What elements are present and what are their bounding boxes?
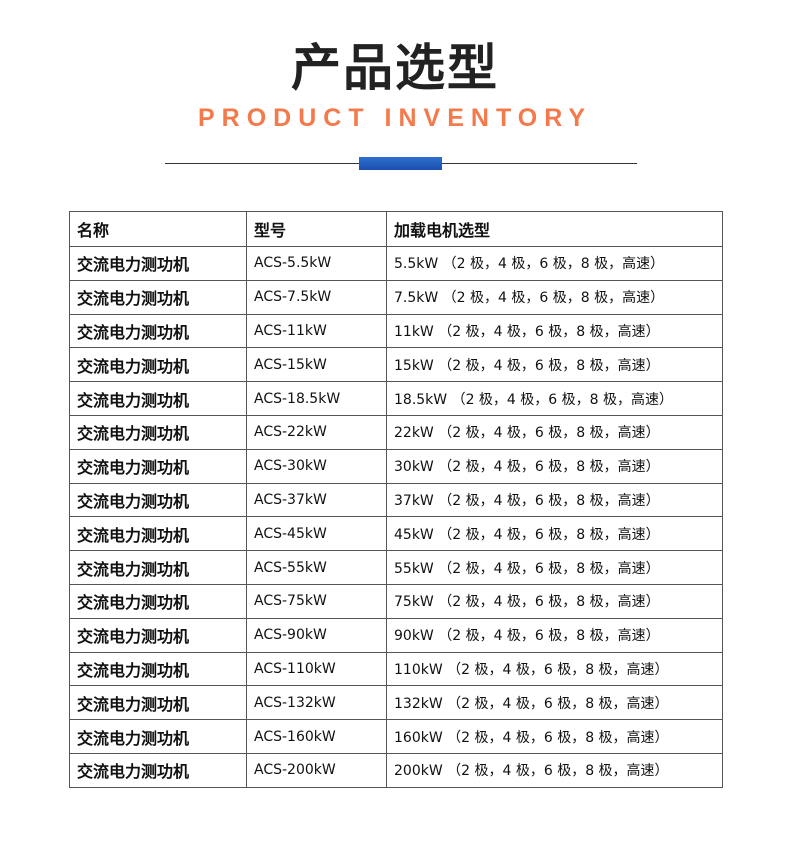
cell-motor: 7.5kW （2 极，4 极，6 极，8 极，高速） [386,279,723,315]
cell-motor: 18.5kW （2 极，4 极，6 极，8 极，高速） [386,381,723,416]
cell-motor: 75kW （2 极，4 极，6 极，8 极，高速） [386,583,723,619]
cell-motor: 200kW （2 极，4 极，6 极，8 极，高速） [386,752,723,788]
cell-name: 交流电力测功机 [69,583,247,619]
cell-model: ACS-37kW [246,482,387,518]
cell-name: 交流电力测功机 [69,685,247,721]
cell-name: 交流电力测功机 [69,246,247,281]
table-row: 交流电力测功机 ACS-18.5kW 18.5kW （2 极，4 极，6 极，8 极… [69,381,723,416]
cell-name: 交流电力测功机 [69,617,247,653]
cell-model: ACS-45kW [246,516,387,552]
cell-motor: 30kW （2 极，4 极，6 极，8 极，高速） [386,448,723,484]
cell-motor: 5.5kW （2 极，4 极，6 极，8 极，高速） [386,246,723,281]
table-row: 交流电力测功机 ACS-110kW 110kW （2 极，4 极，6 极，8 极，高… [69,651,723,687]
cell-motor: 11kW （2 极，4 极，6 极，8 极，高速） [386,313,723,349]
cell-name: 交流电力测功机 [69,347,247,383]
table-row: 交流电力测功机 ACS-37kW 37kW （2 极，4 极，6 极，8 极，高速） [69,482,723,518]
cell-model: ACS-160kW [246,719,387,754]
table-row: 交流电力测功机 ACS-160kW 160kW （2 极，4 极，6 极，8 极，高… [69,719,723,754]
cell-motor: 160kW （2 极，4 极，6 极，8 极，高速） [386,719,723,754]
cell-name: 交流电力测功机 [69,381,247,416]
cell-model: ACS-7.5kW [246,279,387,315]
cell-model: ACS-200kW [246,752,387,788]
cell-motor: 22kW （2 极，4 极，6 极，8 极，高速） [386,414,723,450]
table-row: 交流电力测功机 ACS-22kW 22kW （2 极，4 极，6 极，8 极，高速） [69,414,723,450]
cell-name: 交流电力测功机 [69,516,247,552]
table-row: 交流电力测功机 ACS-7.5kW 7.5kW （2 极，4 极，6 极，8 极，高… [69,279,723,315]
column-header-model: 型号 [246,211,387,247]
column-header-name: 名称 [69,211,247,247]
cell-model: ACS-75kW [246,583,387,619]
cell-motor: 132kW （2 极，4 极，6 极，8 极，高速） [386,685,723,721]
table-row: 交流电力测功机 ACS-55kW 55kW （2 极，4 极，6 极，8 极，高速） [69,550,723,585]
cell-model: ACS-55kW [246,550,387,585]
table-row: 交流电力测功机 ACS-5.5kW 5.5kW （2 极，4 极，6 极，8 极，高… [69,246,723,281]
table-row: 交流电力测功机 ACS-11kW 11kW （2 极，4 极，6 极，8 极，高速） [69,313,723,349]
cell-model: ACS-132kW [246,685,387,721]
cell-name: 交流电力测功机 [69,719,247,754]
page-subtitle: PRODUCT INVENTORY [197,104,593,132]
table-row: 交流电力测功机 ACS-200kW 200kW （2 极，4 极，6 极，8 极，高… [69,752,723,788]
cell-motor: 15kW （2 极，4 极，6 极，8 极，高速） [386,347,723,383]
cell-name: 交流电力测功机 [69,482,247,518]
cell-name: 交流电力测功机 [69,651,247,687]
cell-model: ACS-11kW [246,313,387,349]
cell-name: 交流电力测功机 [69,448,247,484]
table-row: 交流电力测功机 ACS-90kW 90kW （2 极，4 极，6 极，8 极，高速） [69,617,723,653]
table-row: 交流电力测功机 ACS-132kW 132kW （2 极，4 极，6 极，8 极，高… [69,685,723,721]
cell-model: ACS-90kW [246,617,387,653]
cell-motor: 55kW （2 极，4 极，6 极，8 极，高速） [386,550,723,585]
cell-motor: 37kW （2 极，4 极，6 极，8 极，高速） [386,482,723,518]
cell-model: ACS-15kW [246,347,387,383]
cell-model: ACS-18.5kW [246,381,387,416]
table-row: 交流电力测功机 ACS-30kW 30kW （2 极，4 极，6 极，8 极，高速） [69,448,723,484]
cell-name: 交流电力测功机 [69,752,247,788]
cell-model: ACS-30kW [246,448,387,484]
product-table: 名称 型号 加载电机选型 交流电力测功机 ACS-5.5kW 5.5kW （2 极，… [69,211,723,788]
column-header-motor: 加载电机选型 [386,211,723,247]
cell-name: 交流电力测功机 [69,279,247,315]
cell-name: 交流电力测功机 [69,414,247,450]
cell-model: ACS-5.5kW [246,246,387,281]
table-header-row: 名称 型号 加载电机选型 [69,211,723,247]
cell-model: ACS-110kW [246,651,387,687]
cell-name: 交流电力测功机 [69,550,247,585]
cell-motor: 45kW （2 极，4 极，6 极，8 极，高速） [386,516,723,552]
table-row: 交流电力测功机 ACS-75kW 75kW （2 极，4 极，6 极，8 极，高速） [69,583,723,619]
page-title: 产品选型 [291,39,499,97]
cell-motor: 90kW （2 极，4 极，6 极，8 极，高速） [386,617,723,653]
table-row: 交流电力测功机 ACS-45kW 45kW （2 极，4 极，6 极，8 极，高速） [69,516,723,552]
table-row: 交流电力测功机 ACS-15kW 15kW （2 极，4 极，6 极，8 极，高速） [69,347,723,383]
cell-model: ACS-22kW [246,414,387,450]
divider-accent-bar [359,157,442,170]
cell-name: 交流电力测功机 [69,313,247,349]
cell-motor: 110kW （2 极，4 极，6 极，8 极，高速） [386,651,723,687]
